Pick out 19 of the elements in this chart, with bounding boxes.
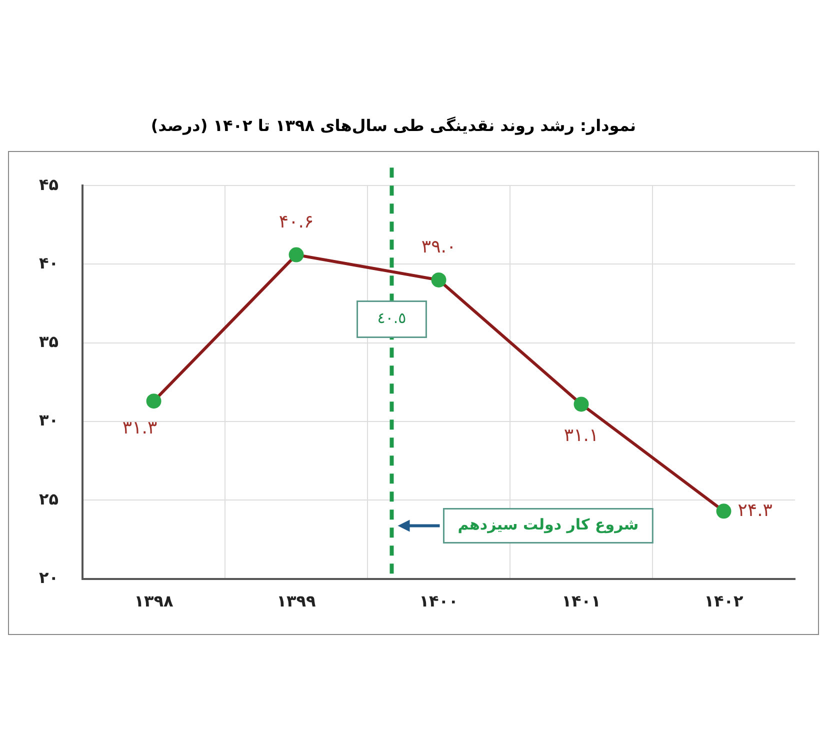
x-tick-label: ۱۴۰۱	[562, 592, 601, 611]
y-tick-label: ۳۰	[39, 410, 59, 430]
data-label: ۲۴.۳	[738, 500, 773, 521]
x-tick-label: ۱۴۰۰	[419, 592, 458, 611]
y-tick-label: ۲۵	[39, 489, 59, 508]
y-tick-label: ۴۵	[39, 174, 59, 194]
chart-title: نمودار: رشد روند نقدینگی طی سال‌های ۱۳۹۸ تا ۱۴۰۲ (درصد)	[150, 116, 638, 135]
data-label: ۳۱.۱	[564, 424, 599, 446]
x-tick-label: ۱۳۹۹	[276, 592, 316, 611]
data-label: ۴۰.۶	[278, 211, 314, 232]
x-tick-label: ۱۴۰۲	[704, 592, 744, 611]
x-tick-label: ۱۳۹۸	[134, 592, 174, 611]
y-tick-label: ۴۰	[39, 253, 59, 272]
y-tick-label: ۲۰	[39, 568, 59, 587]
ref-line-label: شروع کار دولت سیزدهم	[458, 516, 639, 534]
y-tick-label: ۳۵	[39, 332, 59, 352]
annotation: ٤٠.٥	[377, 309, 406, 328]
data-label: ۳۹.۰	[421, 236, 456, 258]
data-label: ۳۱.۳	[122, 418, 158, 439]
